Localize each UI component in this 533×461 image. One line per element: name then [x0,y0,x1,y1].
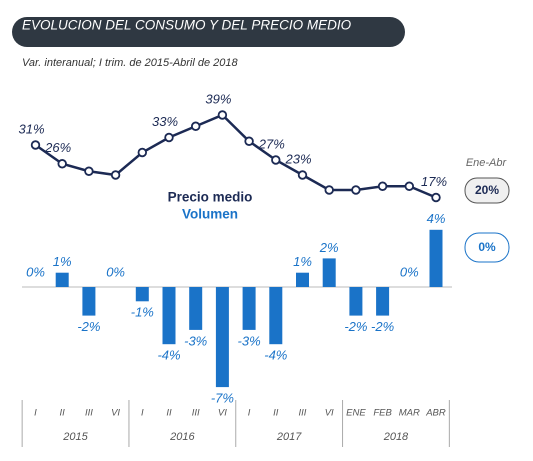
x-tick-label: VI [218,408,227,419]
price-point [137,147,147,158]
price-badge-text: 20% [475,183,499,197]
x-tick-label: III [299,408,307,419]
price-point [271,155,281,165]
bar-label: 4% [427,211,446,226]
bar-label: -2% [344,319,367,334]
price-point [190,121,201,131]
bar [82,287,96,316]
bar [296,272,309,287]
bar-label: 0% [106,264,125,279]
bar [322,258,336,287]
bar-label: -4% [264,348,287,363]
bar [269,287,283,345]
x-tick-label: ABR [425,408,446,419]
price-point [324,185,334,195]
bar-label: -7% [211,391,234,406]
x-tick-label: I [248,408,251,419]
year-label: 2017 [276,431,302,443]
x-tick-label: FEB [373,408,392,419]
bar-label: -3% [238,333,261,348]
price-point [431,192,441,203]
x-tick-label: II [60,408,66,419]
line-label: 17% [421,174,447,189]
x-tick-label: III [192,408,200,419]
bar [429,229,443,287]
price-point [377,181,388,191]
bar-label: 1% [293,254,312,269]
price-point [30,140,41,150]
chart-title: EVOLUCION DEL CONSUMO Y DEL PRECIO MEDIO [22,18,352,33]
bar-label: 1% [53,254,72,269]
bar [242,287,256,330]
year-label: 2018 [383,431,409,443]
x-tick-label: I [141,408,144,419]
bar-label: -2% [371,319,394,334]
x-tick-label: ENE [346,408,366,419]
price-point [164,132,174,143]
x-tick-label: VI [111,408,120,419]
year-label: 2016 [169,431,195,443]
line-label: 27% [258,136,285,151]
title-banner [12,17,405,47]
price-point [84,166,94,176]
price-point [404,181,414,191]
subtitle: Var. interanual; I trim. de 2015-Abril d… [22,57,239,69]
bar-label: -2% [77,319,100,334]
x-tick-label: III [85,408,93,419]
bar-label: 0% [26,264,45,279]
price-point [244,136,254,146]
bar-label: -4% [157,348,180,363]
bar-label: -1% [131,305,154,320]
line-label: 23% [284,151,311,166]
volume-badge [464,232,510,263]
bar [135,287,149,302]
x-tick-label: II [166,408,172,419]
bar [189,287,203,330]
line-label: 31% [18,121,44,136]
x-tick-label: II [273,408,279,419]
bar [162,287,176,345]
price-point [110,170,121,180]
x-tick-label: VI [325,408,334,419]
price-point [297,170,308,180]
year-label: 2015 [62,431,88,443]
legend-volume: Volumen [182,207,238,222]
bar-label: -3% [184,333,207,348]
price-badge [464,177,510,204]
price-point [351,185,361,195]
bar [349,287,363,316]
bar [215,287,229,388]
volume-badge-text: 0% [478,240,496,254]
line-label: 26% [44,140,71,155]
price-point [217,110,228,120]
line-label: 33% [152,114,178,129]
price-point [57,159,67,169]
x-tick-label: I [34,408,37,419]
line-label: 39% [205,91,231,106]
bar [376,287,390,316]
side-title: Ene-Abr [466,157,508,169]
legend-price: Precio medio [168,190,253,205]
price-line [34,113,437,199]
bar-label: 0% [400,264,419,279]
bar [55,272,69,287]
bar-label: 2% [319,240,339,255]
x-tick-label: MAR [399,408,420,419]
